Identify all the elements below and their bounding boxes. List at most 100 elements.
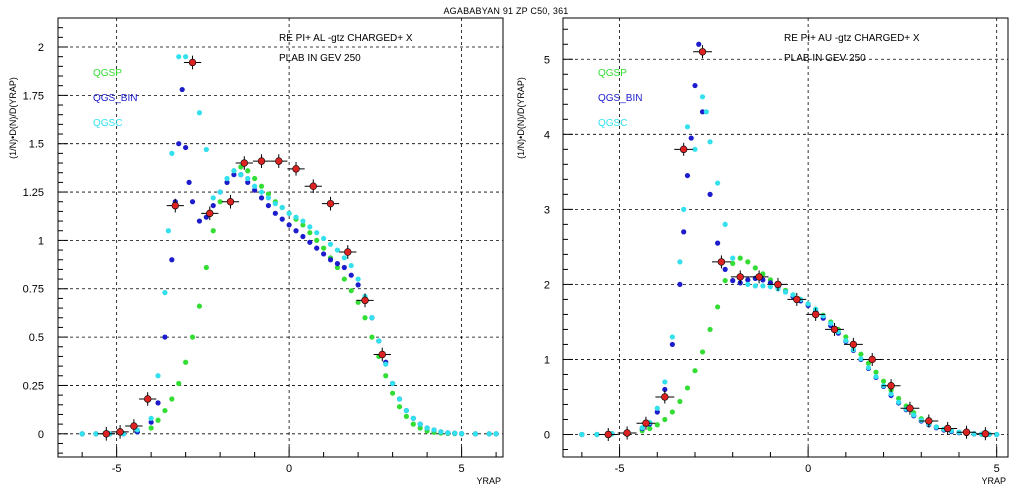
model-point (730, 255, 736, 261)
model-point (873, 374, 879, 380)
model-point (493, 431, 499, 437)
model-point (715, 304, 721, 310)
model-point (654, 422, 660, 428)
data-point (981, 430, 990, 438)
model-point (307, 239, 313, 245)
model-point (403, 413, 410, 419)
x-axis-title: YRAP (476, 476, 501, 486)
model-point (662, 416, 668, 423)
x-tick-label-2: 5 (459, 463, 465, 475)
y-tick-label-5: 5 (544, 54, 550, 66)
model-point (327, 257, 334, 263)
model-point (252, 183, 258, 189)
y-tick-label-4: 4 (544, 129, 550, 141)
model-point (452, 430, 458, 436)
model-point (722, 278, 728, 284)
model-point (169, 396, 175, 402)
model-point (279, 216, 285, 222)
model-point (196, 303, 203, 309)
model-point (272, 210, 278, 216)
y-tick-label-3: 3 (544, 204, 550, 216)
model-point (224, 175, 230, 182)
model-point (684, 124, 691, 130)
model-point (176, 54, 182, 60)
model-point (707, 191, 713, 197)
model-point (699, 94, 706, 100)
model-point (396, 404, 403, 410)
model-point (314, 230, 320, 236)
model-point (445, 430, 451, 436)
y-tick-label-3: 0.75 (23, 284, 44, 296)
model-point (594, 431, 600, 438)
model-point (148, 425, 154, 431)
data-point (206, 209, 214, 218)
model-point (210, 228, 216, 234)
y-axis-title: (1/N)•D(N)/D(YRAP) (8, 77, 18, 159)
model-point (752, 265, 758, 271)
data-point (868, 355, 876, 364)
model-point (639, 425, 645, 431)
data-point (130, 422, 138, 430)
data-point (925, 417, 933, 425)
legend-entry-qgsc: QGSC (598, 118, 627, 129)
model-point (692, 82, 698, 89)
model-point (873, 369, 879, 375)
model-point (662, 386, 668, 393)
model-point (880, 378, 887, 384)
model-point (376, 338, 382, 344)
model-point (321, 245, 327, 251)
model-point (843, 338, 849, 344)
model-point (390, 390, 396, 396)
y-axis-title: (1/N)•D(N)/D(YRAP) (516, 77, 526, 159)
model-point (155, 417, 161, 423)
model-point (684, 172, 691, 179)
model-point (314, 237, 320, 244)
model-point (362, 315, 368, 321)
model-point (681, 206, 687, 212)
model-point (307, 224, 313, 230)
model-point (348, 262, 354, 269)
model-point (265, 202, 272, 209)
model-point (459, 430, 465, 437)
data-point (171, 201, 179, 210)
model-point (155, 373, 161, 379)
model-point (994, 431, 1000, 438)
model-point (217, 189, 223, 195)
model-point (790, 292, 796, 298)
data-point (943, 424, 952, 433)
model-point (486, 431, 492, 437)
x-axis-title: YRAP (981, 476, 1006, 486)
y-tick-label-0: 0 (38, 429, 44, 441)
model-point (321, 251, 327, 257)
model-point (162, 290, 168, 296)
model-point (410, 421, 416, 427)
model-point (911, 412, 917, 418)
data-point (642, 419, 650, 427)
model-point (355, 299, 361, 305)
data-point (698, 48, 707, 56)
data-point (661, 393, 669, 401)
model-point (334, 261, 341, 267)
model-point (767, 284, 774, 290)
data-point (240, 159, 248, 167)
data-point (962, 428, 971, 436)
model-point (169, 150, 175, 156)
model-point (148, 415, 154, 421)
model-point (933, 424, 939, 430)
model-point (327, 241, 334, 247)
model-point (760, 283, 766, 289)
model-point (896, 395, 902, 402)
model-point (258, 195, 265, 201)
model-point (314, 245, 320, 251)
data-point (226, 198, 235, 206)
annotation-line-1: PLAB IN GEV 250 (279, 53, 361, 64)
data-point (679, 145, 688, 154)
data-point (275, 157, 283, 165)
model-point (231, 172, 237, 178)
y-tick-label-1: 1 (544, 354, 550, 366)
model-point (730, 260, 736, 266)
model-point (696, 41, 702, 47)
x-tick-label-0: -5 (112, 463, 122, 475)
data-point (188, 58, 197, 67)
model-point (431, 427, 437, 433)
